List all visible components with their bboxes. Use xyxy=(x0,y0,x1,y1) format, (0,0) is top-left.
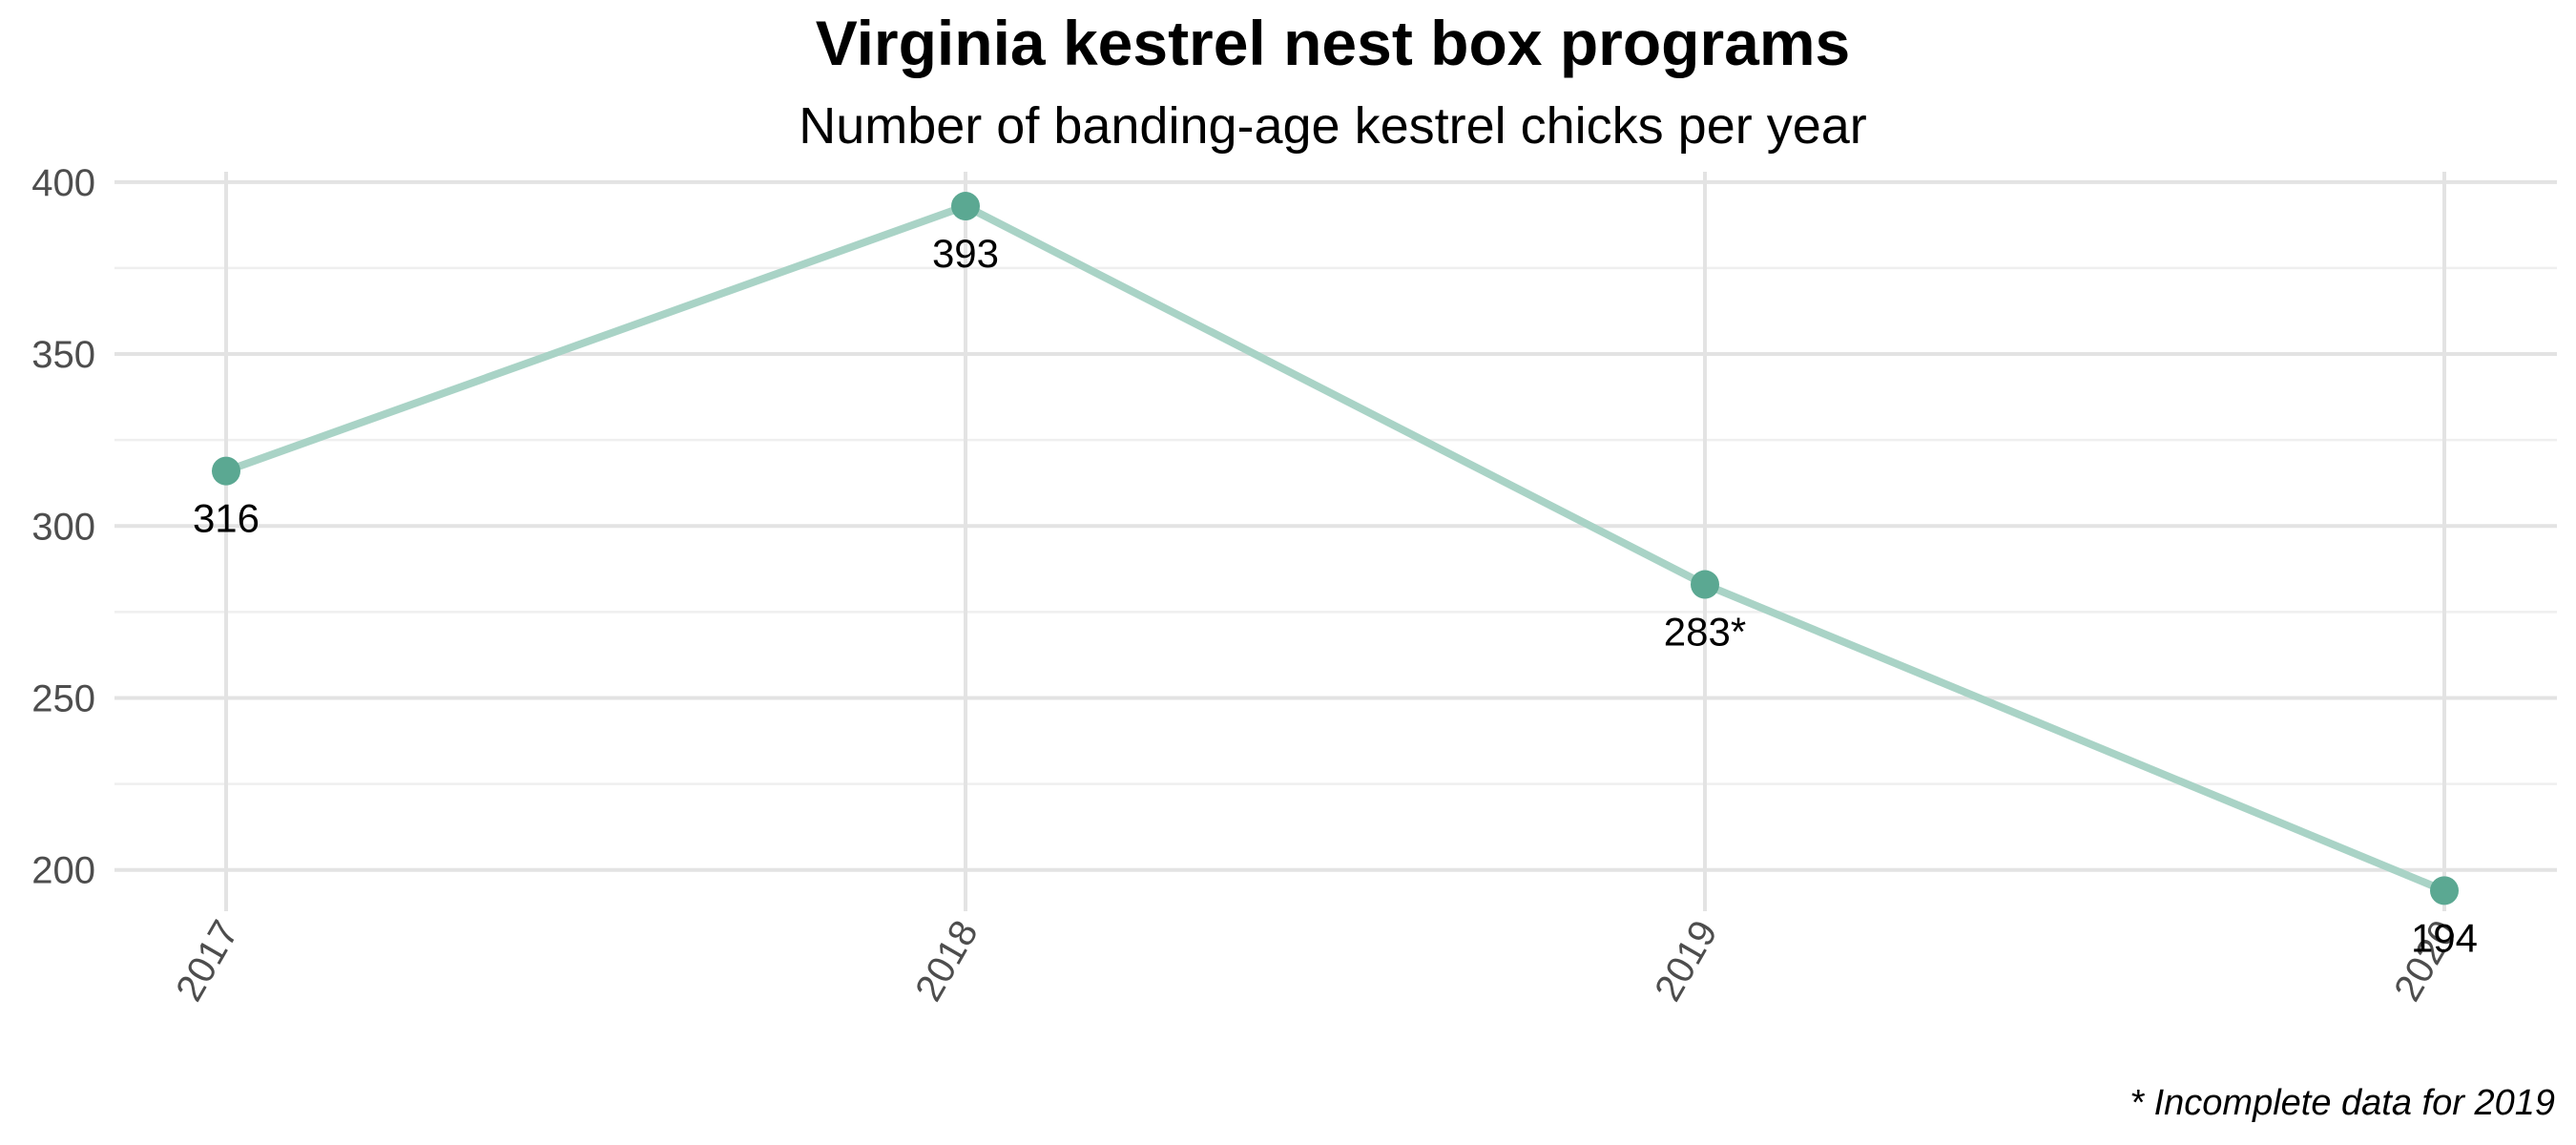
data-label: 283* xyxy=(1664,610,1746,655)
data-label: 316 xyxy=(193,496,260,541)
y-tick-label: 200 xyxy=(31,850,95,892)
y-tick-label: 400 xyxy=(31,162,95,204)
y-tick-label: 300 xyxy=(31,506,95,548)
data-label: 393 xyxy=(932,231,999,276)
chart-subtitle: Number of banding-age kestrel chicks per… xyxy=(799,97,1867,155)
data-point xyxy=(2430,876,2459,906)
data-label: 194 xyxy=(2411,915,2478,960)
y-tick-label: 250 xyxy=(31,678,95,720)
data-point xyxy=(1691,570,1719,599)
y-axis: 200 250 300 350 400 xyxy=(31,162,95,892)
data-point xyxy=(212,456,240,486)
x-tick-label: 2017 xyxy=(168,914,247,1009)
chart-caption: * Incomplete data for 2019 xyxy=(2129,1083,2555,1123)
grid xyxy=(114,172,2557,911)
y-tick-label: 350 xyxy=(31,334,95,376)
data-labels: 316 393 283* 194 xyxy=(193,231,2478,960)
series-layer xyxy=(212,192,2459,906)
chart-title: Virginia kestrel nest box programs xyxy=(816,8,1851,78)
x-axis: 2017 2018 2019 2020 xyxy=(168,914,2465,1009)
x-tick-label: 2019 xyxy=(1647,914,1726,1009)
series-line xyxy=(222,202,2448,895)
x-tick-label: 2018 xyxy=(907,914,987,1009)
data-point xyxy=(951,192,980,221)
